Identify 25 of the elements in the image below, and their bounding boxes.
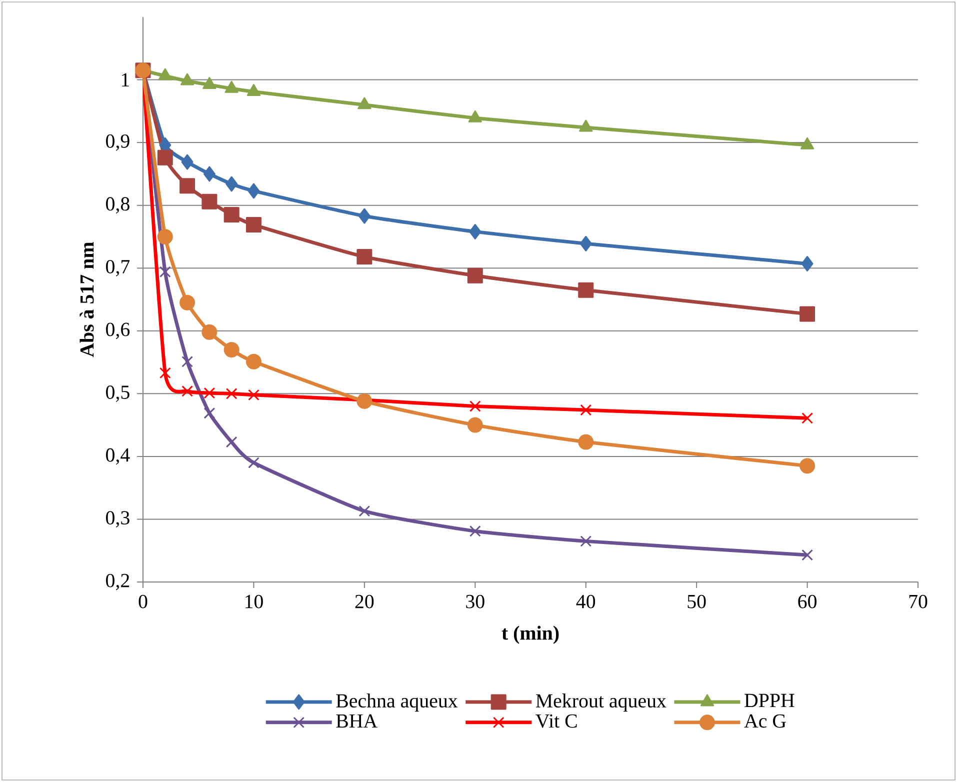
y-tick-label: 0,3 [106, 511, 130, 528]
legend-label: Mekrout aqueux [536, 694, 666, 712]
x-tick-label: 0 [138, 594, 148, 608]
y-axis-title: Abs à 517 nm [80, 242, 94, 358]
x-tick-label: 40 [576, 594, 596, 608]
x-tick-label: 30 [466, 594, 484, 608]
x-tick-label: 20 [355, 594, 374, 608]
y-tick-label: 0,6 [106, 322, 130, 340]
legend-label: BHA [336, 714, 378, 728]
y-tick-label: 1 [122, 73, 129, 86]
y-tick-label: 0,2 [106, 574, 130, 590]
legend-label: Bechna aqueux [336, 694, 458, 712]
y-tick-label: 0,9 [106, 134, 130, 151]
x-tick-label: 10 [246, 594, 263, 608]
y-tick-label: 0,4 [106, 448, 130, 465]
x-tick-label: 50 [688, 594, 706, 608]
x-tick-label: 60 [798, 594, 816, 608]
x-tick-label: 70 [909, 594, 928, 608]
legend-label: DPPH [744, 694, 794, 707]
y-tick-label: 0,5 [106, 386, 130, 402]
y-tick-label: 0,8 [106, 197, 130, 214]
y-tick-label: 0,7 [106, 260, 130, 276]
x-axis-title: t (min) [502, 626, 559, 644]
legend-label: Ac G [744, 714, 786, 728]
legend-label: Vit C [536, 714, 577, 728]
